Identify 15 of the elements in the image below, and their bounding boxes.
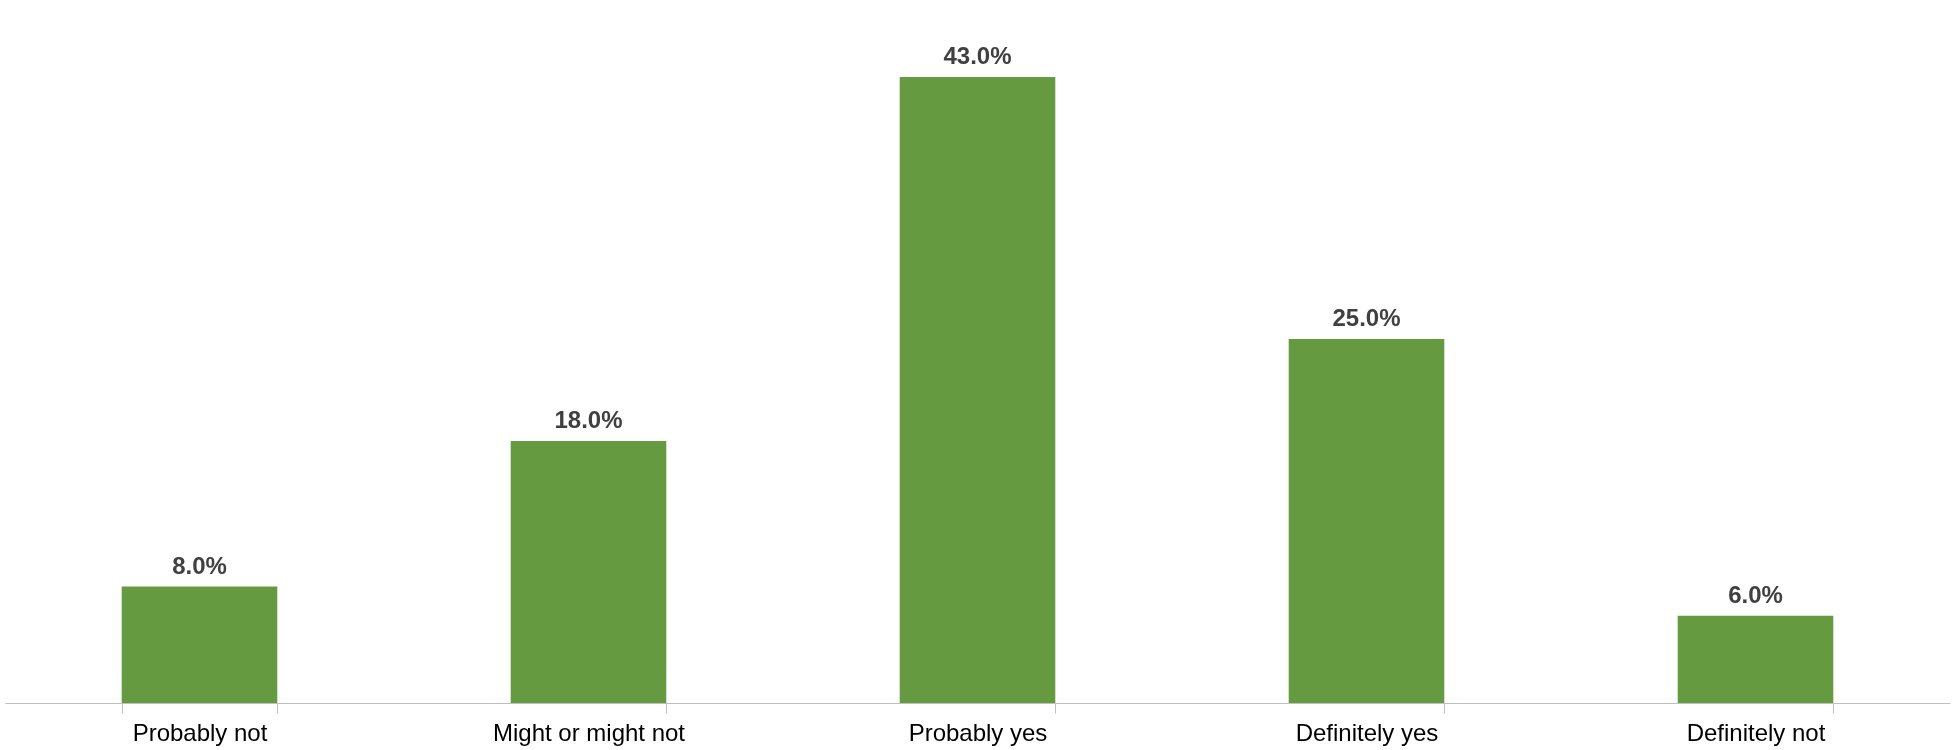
bar <box>899 77 1056 703</box>
x-tick-label: Probably yes <box>908 718 1048 746</box>
bar <box>1677 615 1834 703</box>
bar <box>1288 339 1445 703</box>
x-tick-label: Might or might not <box>492 718 686 746</box>
data-label: 43.0% <box>943 42 1012 69</box>
bar <box>121 586 278 703</box>
bar <box>510 440 667 703</box>
data-label: 25.0% <box>1332 304 1401 332</box>
x-tick-label: Probably not <box>132 718 268 746</box>
data-label: 18.0% <box>554 405 623 433</box>
data-label: 6.0% <box>1728 580 1783 608</box>
x-tick-label: Definitely yes <box>1295 718 1439 746</box>
x-tick-label: Definitely not <box>1686 718 1826 746</box>
data-label: 8.0% <box>172 551 227 579</box>
